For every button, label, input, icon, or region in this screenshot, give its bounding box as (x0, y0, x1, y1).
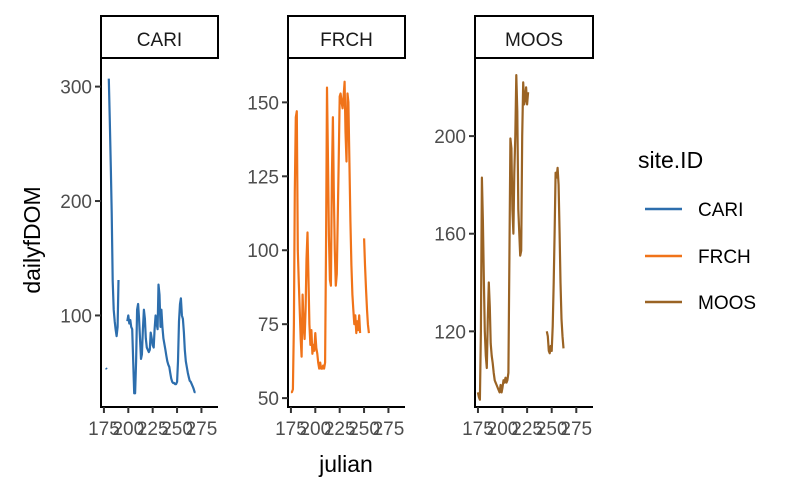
y-axis-title: dailyfDOM (19, 186, 45, 293)
series-line-cari (107, 78, 120, 338)
x-tick-label: 275 (373, 419, 405, 440)
series-line-moos (545, 166, 565, 355)
x-tick-label: 225 (324, 419, 356, 440)
x-tick-label: 200 (112, 419, 144, 440)
legend-label-frch: FRCH (698, 247, 751, 268)
y-tick-label: 50 (258, 389, 279, 410)
x-tick-label: 250 (536, 419, 568, 440)
legend-label-moos: MOOS (698, 293, 756, 314)
y-tick-label: 150 (247, 93, 279, 114)
y-tick-label: 75 (258, 315, 279, 336)
series-line-cari (126, 283, 196, 395)
legend-title: site.ID (638, 147, 703, 173)
strip-box (100, 15, 219, 59)
strip-label: CARI (137, 30, 182, 51)
x-tick-label: 225 (511, 419, 543, 440)
legend-label-cari: CARI (698, 200, 743, 221)
x-tick-label: 200 (299, 419, 331, 440)
x-tick-label: 275 (560, 419, 592, 440)
x-tick-label: 175 (88, 419, 120, 440)
legend: site.ID CARI FRCH MOOS (638, 147, 756, 314)
x-tick-label: 175 (462, 419, 494, 440)
strip-label: MOOS (505, 30, 563, 51)
x-tick-label: 250 (348, 419, 380, 440)
y-tick-label: 200 (434, 127, 466, 148)
y-tick-label: 125 (247, 167, 279, 188)
x-axis-title: julian (318, 451, 373, 477)
y-tick-label: 100 (247, 241, 279, 262)
series-line-cari (105, 367, 108, 370)
x-tick-label: 225 (137, 419, 169, 440)
x-tick-label: 250 (161, 419, 193, 440)
series-line-moos (476, 74, 530, 401)
series-line-frch (363, 238, 370, 334)
strip-box (287, 15, 406, 59)
strip-label: FRCH (320, 30, 373, 51)
y-tick-label: 300 (60, 78, 92, 99)
y-tick-label: 200 (60, 192, 92, 213)
y-tick-label: 120 (434, 322, 466, 343)
series-line-frch (290, 80, 362, 394)
x-tick-label: 200 (487, 419, 519, 440)
x-tick-label: 275 (186, 419, 218, 440)
strip-box (474, 15, 594, 59)
y-tick-label: 100 (60, 306, 92, 327)
x-tick-label: 175 (275, 419, 307, 440)
chart-panels: CARI100200300175200225250275FRCH50751001… (60, 15, 594, 440)
y-tick-label: 160 (434, 225, 466, 246)
